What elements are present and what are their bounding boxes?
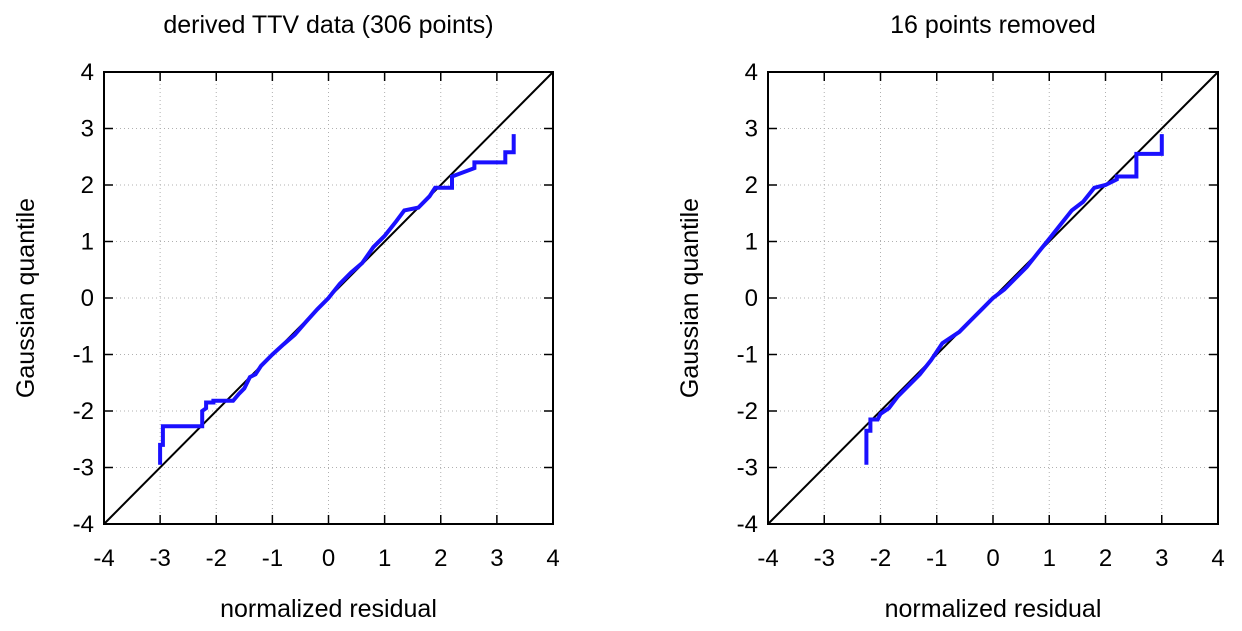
x-tick-label: -4 xyxy=(757,545,778,572)
x-tick-label: -1 xyxy=(262,545,283,572)
x-tick-label: 1 xyxy=(378,545,391,572)
x-tick-label: 1 xyxy=(1043,545,1056,572)
x-tick-label: -3 xyxy=(814,545,835,572)
y-tick-label: -3 xyxy=(73,455,94,482)
y-tick-label: -4 xyxy=(737,511,758,538)
x-tick-label: -3 xyxy=(149,545,170,572)
y-tick-label: 2 xyxy=(745,172,758,199)
chart-title: derived TTV data (306 points) xyxy=(163,11,493,39)
y-tick-label: 3 xyxy=(745,116,758,143)
chart-title: 16 points removed xyxy=(890,11,1096,39)
y-tick-label: -2 xyxy=(737,398,758,425)
y-tick-label: -2 xyxy=(73,398,94,425)
plot-frame xyxy=(103,71,554,525)
x-tick-label: -4 xyxy=(93,545,114,572)
y-tick-label: 1 xyxy=(81,229,94,256)
y-tick-label: 4 xyxy=(81,59,94,86)
y-tick-label: 0 xyxy=(745,285,758,312)
x-tick-label: 2 xyxy=(1099,545,1112,572)
y-axis-label: Gaussian quantile xyxy=(12,198,40,398)
y-tick-label: -4 xyxy=(73,511,94,538)
y-tick-label: -3 xyxy=(737,455,758,482)
x-axis-label: normalized residual xyxy=(220,595,437,623)
x-tick-label: 3 xyxy=(1155,545,1168,572)
x-tick-label: -1 xyxy=(926,545,947,572)
y-tick-label: 4 xyxy=(745,59,758,86)
y-tick-label: -1 xyxy=(73,342,94,369)
y-tick-label: 3 xyxy=(81,116,94,143)
x-tick-label: 4 xyxy=(546,545,559,572)
y-tick-label: 2 xyxy=(81,172,94,199)
y-axis-label: Gaussian quantile xyxy=(676,198,704,398)
y-tick-label: 1 xyxy=(745,229,758,256)
y-tick-label: -1 xyxy=(737,342,758,369)
x-tick-label: -2 xyxy=(206,545,227,572)
x-tick-label: 3 xyxy=(490,545,503,572)
data-series-line xyxy=(864,134,1164,465)
x-tick-label: 4 xyxy=(1211,545,1224,572)
plot-frame xyxy=(767,71,1219,525)
data-series-line xyxy=(158,134,516,465)
x-tick-label: -2 xyxy=(870,545,891,572)
x-axis-label: normalized residual xyxy=(885,595,1102,623)
x-tick-label: 2 xyxy=(434,545,447,572)
x-tick-label: 0 xyxy=(322,545,335,572)
x-tick-label: 0 xyxy=(986,545,999,572)
y-tick-label: 0 xyxy=(81,285,94,312)
